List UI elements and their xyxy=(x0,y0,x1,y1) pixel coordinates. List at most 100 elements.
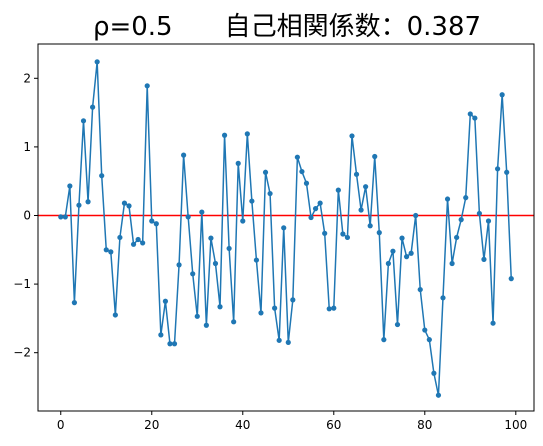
data-point xyxy=(176,262,182,268)
data-point xyxy=(499,92,505,98)
plot-frame xyxy=(37,43,535,412)
data-point xyxy=(103,247,109,253)
data-point xyxy=(221,132,228,138)
data-point xyxy=(358,207,364,213)
data-point xyxy=(76,202,82,208)
data-point xyxy=(130,241,137,247)
data-point xyxy=(208,235,214,241)
data-point xyxy=(476,210,482,217)
data-point xyxy=(126,203,132,209)
data-point xyxy=(108,249,114,255)
data-point xyxy=(240,218,246,224)
data-point xyxy=(62,214,68,220)
x-axis: 0 20 40 60 80 100 xyxy=(57,411,527,432)
data-point xyxy=(431,370,437,376)
data-point xyxy=(363,184,369,190)
data-point xyxy=(262,169,269,175)
data-point xyxy=(372,153,378,160)
data-point xyxy=(403,254,410,260)
data-point xyxy=(253,257,260,263)
series-line xyxy=(60,61,512,396)
data-point xyxy=(422,327,428,333)
data-point xyxy=(312,206,319,212)
data-point xyxy=(299,168,305,175)
data-point xyxy=(408,250,414,256)
data-point xyxy=(235,160,241,166)
data-point xyxy=(185,214,191,220)
data-point xyxy=(276,337,282,343)
data-point xyxy=(331,305,337,311)
data-point xyxy=(171,341,178,347)
data-point xyxy=(458,217,464,223)
data-point xyxy=(399,235,405,241)
data-point xyxy=(481,256,487,262)
data-point xyxy=(417,286,423,293)
x-tick-label: 20 xyxy=(144,418,159,432)
y-tick-label: −1 xyxy=(13,277,31,291)
data-point xyxy=(80,118,87,124)
data-point xyxy=(281,225,287,231)
data-point xyxy=(149,218,155,224)
data-point xyxy=(203,322,209,328)
x-tick-label: 40 xyxy=(235,418,250,432)
data-point xyxy=(467,111,473,117)
data-point xyxy=(485,218,492,224)
data-point xyxy=(285,339,291,346)
data-point xyxy=(158,332,164,338)
x-tick-label: 100 xyxy=(504,418,527,432)
data-point xyxy=(326,306,332,312)
y-axis: −2 −1 0 1 2 xyxy=(13,71,38,360)
data-point xyxy=(367,223,373,229)
data-point xyxy=(322,230,328,236)
data-point xyxy=(190,271,196,277)
data-point xyxy=(67,183,73,189)
data-point xyxy=(212,260,219,267)
data-point xyxy=(181,152,187,158)
data-point xyxy=(317,200,323,206)
data-point xyxy=(249,198,255,204)
data-point xyxy=(199,209,205,215)
data-point xyxy=(444,196,451,202)
data-point xyxy=(294,154,300,160)
data-point xyxy=(494,166,501,172)
data-point xyxy=(335,187,341,193)
data-point xyxy=(349,133,355,139)
data-point xyxy=(90,104,96,110)
data-point xyxy=(121,200,128,206)
data-point xyxy=(426,337,432,343)
chart-title: ρ=0.5 自己相関係数：0.387 xyxy=(93,12,481,42)
data-point xyxy=(454,234,460,241)
data-point xyxy=(99,173,105,179)
y-tick-label: 0 xyxy=(23,208,31,222)
data-point xyxy=(390,248,396,254)
data-point xyxy=(413,212,419,219)
data-point xyxy=(435,392,442,398)
data-point xyxy=(344,234,351,241)
data-point xyxy=(308,214,314,221)
y-tick-label: 1 xyxy=(23,140,31,154)
data-point xyxy=(144,83,150,89)
data-point xyxy=(290,297,296,303)
data-point xyxy=(385,260,391,267)
data-point xyxy=(117,234,123,241)
data-point xyxy=(244,131,250,137)
data-point xyxy=(226,245,232,252)
data-point xyxy=(71,300,78,306)
data-point xyxy=(394,321,401,328)
data-point xyxy=(135,236,141,243)
data-point xyxy=(490,320,496,326)
data-point xyxy=(381,337,387,343)
data-point xyxy=(449,260,455,267)
data-point xyxy=(272,305,278,311)
data-point xyxy=(440,295,446,301)
data-point xyxy=(217,304,223,310)
data-point xyxy=(508,276,514,282)
data-point xyxy=(85,199,91,205)
x-tick-label: 0 xyxy=(57,418,65,432)
data-point xyxy=(167,341,173,347)
data-point xyxy=(463,195,469,201)
data-point xyxy=(58,214,64,220)
data-point xyxy=(94,59,100,65)
series-points xyxy=(58,59,514,398)
